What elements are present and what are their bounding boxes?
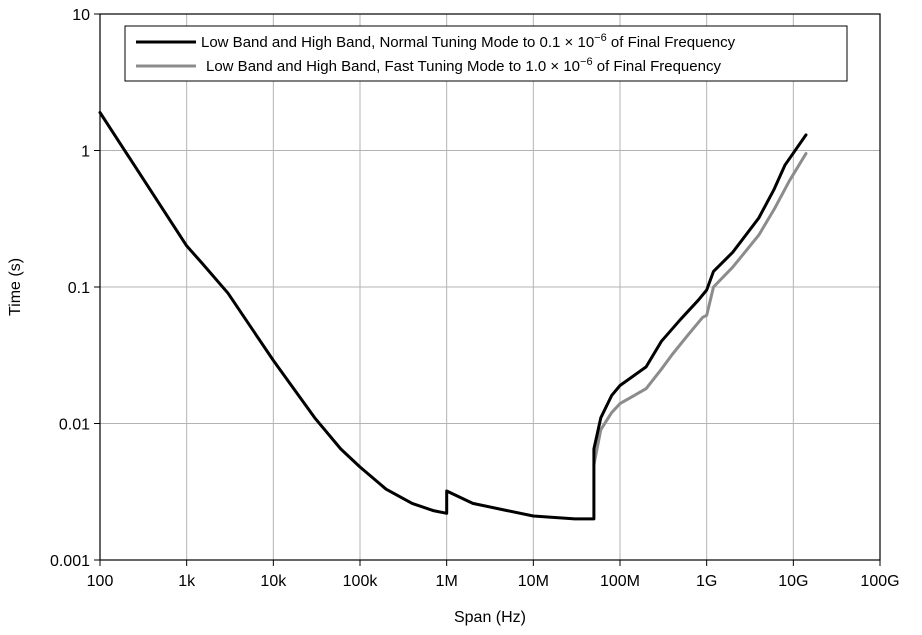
x-tick-label: 100G — [860, 573, 899, 590]
y-axis-ticks: 0.001 0.01 0.1 1 10 — [50, 7, 100, 570]
x-axis-title: Span (Hz) — [454, 609, 526, 626]
x-tick-label: 1k — [178, 573, 196, 590]
legend: Low Band and High Band, Normal Tuning Mo… — [125, 26, 847, 81]
x-tick-label: 1M — [436, 573, 458, 590]
series-layer — [100, 113, 806, 519]
legend-label-fast-tuning: Low Band and High Band, Fast Tuning Mode… — [206, 56, 721, 75]
x-tick-label: 1G — [696, 573, 717, 590]
y-tick-label: 10 — [72, 7, 90, 24]
x-tick-label: 100M — [600, 573, 640, 590]
x-tick-label: 10k — [260, 573, 287, 590]
x-tick-label: 100 — [87, 573, 114, 590]
y-tick-label: 1 — [81, 144, 90, 161]
x-tick-label: 10M — [518, 573, 549, 590]
series-line-fast-tuning — [594, 154, 806, 465]
x-axis-ticks: 100 1k 10k 100k 1M 10M 100M 1G 10G 100G — [87, 560, 900, 590]
grid — [100, 14, 880, 560]
x-tick-label: 10G — [778, 573, 808, 590]
legend-label-normal-tuning: Low Band and High Band, Normal Tuning Mo… — [201, 32, 736, 51]
x-tick-label: 100k — [343, 573, 379, 590]
y-axis-title: Time (s) — [7, 258, 24, 316]
y-tick-label: 0.001 — [50, 553, 90, 570]
y-tick-label: 0.1 — [68, 280, 90, 297]
series-line-normal-tuning — [100, 113, 806, 519]
y-tick-label: 0.01 — [59, 417, 90, 434]
